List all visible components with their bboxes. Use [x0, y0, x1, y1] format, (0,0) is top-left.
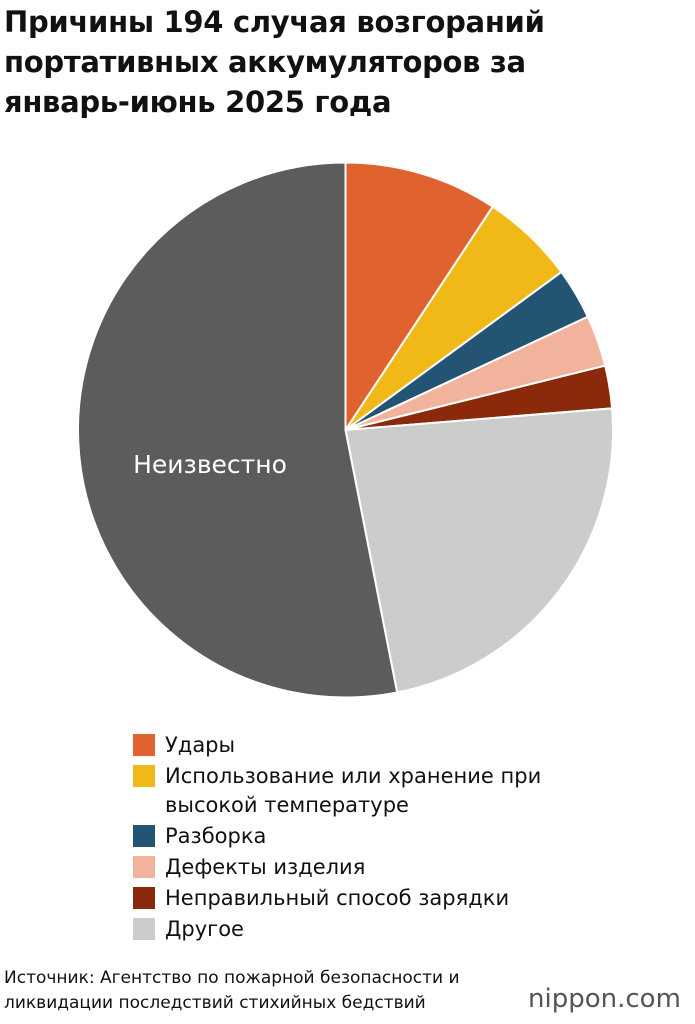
legend-item: Использование или хранение при высокой т… [133, 762, 603, 820]
legend-label: Разборка [165, 824, 267, 848]
legend-swatch [133, 856, 155, 878]
chart: Неизвестно [77, 161, 614, 699]
legend-swatch [133, 918, 155, 940]
pie-slice [344, 407, 614, 694]
legend-item: Удары [133, 731, 603, 760]
legend-label: Использование или хранение при высокой т… [165, 764, 542, 817]
source: Источник: Агентство по пожарной безопасн… [4, 968, 460, 1013]
legend-label: Другое [165, 917, 244, 941]
legend-item: Дефекты изделия [133, 853, 603, 882]
chart-title: Причины 194 случая возгораний портативны… [4, 5, 545, 119]
legend-swatch [133, 765, 155, 787]
legend-label: Дефекты изделия [165, 855, 366, 879]
legend-item: Разборка [133, 822, 603, 851]
pie-slice [344, 161, 495, 434]
legend-item: Другое [133, 915, 603, 944]
legend-swatch [133, 825, 155, 847]
legend-swatch [133, 734, 155, 756]
logo: nippon.com [528, 984, 681, 1014]
legend-swatch [133, 887, 155, 909]
legend-label: Неправильный способ зарядки [165, 886, 510, 910]
legend: Удары Использование или хранение при высо… [133, 731, 603, 946]
legend-label: Удары [165, 733, 236, 757]
pie-slice [77, 161, 399, 699]
slice-label: Неизвестно [133, 450, 287, 479]
legend-item: Неправильный способ зарядки [133, 884, 603, 913]
